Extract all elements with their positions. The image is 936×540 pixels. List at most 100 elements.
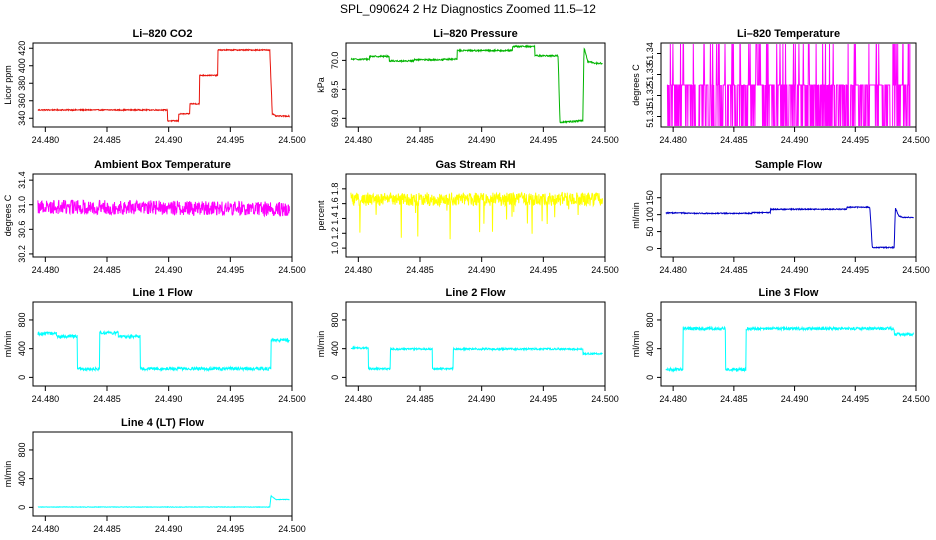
y-axis-label: ml/min — [631, 331, 641, 358]
x-tick-label: 24.480 — [659, 135, 687, 145]
chart-panel: Gas Stream RH 24.480 24.485 24.490 24.495 24.… — [316, 159, 619, 275]
x-tick-label: 24.485 — [720, 135, 748, 145]
y-tick-label: 800 — [330, 312, 340, 327]
series-line — [350, 44, 603, 124]
x-tick-label: 24.490 — [468, 394, 496, 404]
y-tick-label: 31.0 — [17, 196, 27, 214]
panel-title: Ambient Box Temperature — [94, 159, 231, 171]
y-axis-label: ml/min — [3, 331, 13, 358]
y-tick-label: 360 — [17, 93, 27, 108]
panel-title: Gas Stream RH — [435, 159, 515, 171]
y-tick-label: 1.6 — [330, 197, 340, 210]
x-tick-label: 24.495 — [842, 394, 870, 404]
y-tick-label: 31.4 — [17, 171, 27, 189]
plot-frame — [345, 173, 606, 258]
y-axis-label: ml/min — [631, 202, 641, 229]
y-tick-label: 100 — [645, 207, 655, 222]
x-tick-label: 24.480 — [659, 394, 687, 404]
y-axis-label: Licor ppm — [3, 65, 13, 105]
y-tick-label: 51.32 — [645, 84, 655, 107]
series-line — [37, 199, 290, 218]
series-line — [37, 329, 290, 373]
y-tick-label: 1.4 — [330, 212, 340, 225]
series-line — [666, 44, 911, 126]
x-tick-label: 24.495 — [217, 524, 245, 534]
plot-frame — [345, 42, 606, 128]
x-tick-label: 24.485 — [406, 265, 434, 275]
y-tick-label: 400 — [17, 341, 27, 356]
plot-frame — [345, 301, 606, 387]
y-axis-label: ml/min — [3, 461, 13, 488]
plot-frame — [32, 42, 293, 128]
plot-frame — [660, 301, 917, 387]
x-tick-label: 24.485 — [720, 265, 748, 275]
panel-title: Li–820 CO2 — [133, 28, 193, 40]
y-tick-label: 150 — [645, 190, 655, 205]
x-tick-label: 24.500 — [278, 394, 306, 404]
x-tick-label: 24.495 — [842, 135, 870, 145]
y-tick-label: 30.2 — [17, 245, 27, 263]
y-tick-label: 50 — [645, 227, 655, 237]
x-tick-label: 24.480 — [32, 265, 60, 275]
x-tick-label: 24.485 — [93, 265, 121, 275]
y-tick-label: 0 — [645, 246, 655, 251]
plot-frame — [660, 173, 917, 258]
y-tick-label: 400 — [17, 471, 27, 486]
x-tick-label: 24.485 — [406, 394, 434, 404]
x-tick-label: 24.490 — [781, 265, 809, 275]
y-tick-label: 69.5 — [330, 81, 340, 99]
y-axis-label: kPa — [316, 77, 326, 93]
y-tick-label: 0 — [330, 375, 340, 380]
chart-panel: Sample Flow 24.480 24.485 24.490 24.495 24.50… — [631, 159, 930, 275]
y-tick-label: 800 — [17, 442, 27, 457]
x-tick-label: 24.500 — [278, 135, 306, 145]
panel-title: Li–820 Pressure — [433, 28, 517, 40]
panel-title: Line 2 Flow — [446, 287, 506, 299]
chart-panel: Line 2 Flow 24.480 24.485 24.490 24.495 24.50… — [316, 287, 619, 404]
y-axis-label: degrees C — [3, 194, 13, 236]
panel-title: Line 3 Flow — [759, 287, 819, 299]
panel-title: Line 1 Flow — [133, 287, 193, 299]
y-tick-label: 1.2 — [330, 227, 340, 240]
x-tick-label: 24.500 — [902, 265, 930, 275]
series-line — [665, 325, 915, 373]
chart-panel: Li–820 Temperature 24.480 24.485 24.490 24.4… — [631, 28, 930, 145]
x-tick-label: 24.480 — [659, 265, 687, 275]
y-tick-label: 400 — [330, 341, 340, 356]
x-tick-label: 24.480 — [345, 265, 373, 275]
x-tick-label: 24.495 — [217, 265, 245, 275]
y-tick-label: 800 — [17, 312, 27, 327]
x-tick-label: 24.495 — [842, 265, 870, 275]
x-tick-label: 24.495 — [530, 394, 558, 404]
y-tick-label: 30.6 — [17, 221, 27, 239]
chart-panel: Line 1 Flow 24.480 24.485 24.490 24.495 24.50… — [3, 287, 306, 404]
y-tick-label: 1.8 — [330, 183, 340, 196]
series-line — [665, 205, 914, 250]
x-tick-label: 24.490 — [155, 265, 183, 275]
x-tick-label: 24.490 — [781, 394, 809, 404]
x-tick-label: 24.490 — [155, 135, 183, 145]
y-tick-label: 380 — [17, 76, 27, 91]
y-tick-label: 800 — [645, 312, 655, 327]
plot-frame — [32, 431, 293, 517]
x-tick-label: 24.490 — [155, 524, 183, 534]
panel-title: Sample Flow — [755, 159, 823, 171]
x-tick-label: 24.480 — [32, 524, 60, 534]
x-tick-label: 24.490 — [781, 135, 809, 145]
x-tick-label: 24.485 — [720, 394, 748, 404]
y-tick-label: 340 — [17, 111, 27, 126]
series-line — [350, 191, 603, 240]
y-tick-label: 400 — [17, 58, 27, 73]
chart-panel: Ambient Box Temperature 24.480 24.485 24.49… — [3, 159, 306, 275]
x-tick-label: 24.500 — [902, 135, 930, 145]
x-tick-label: 24.495 — [530, 135, 558, 145]
y-tick-label: 51.34 — [645, 42, 655, 65]
plot-frame — [32, 173, 293, 258]
x-tick-label: 24.495 — [530, 265, 558, 275]
chart-panel: Li–820 Pressure 24.480 24.485 24.490 24.495 2… — [316, 28, 619, 145]
y-tick-label: 1.0 — [330, 242, 340, 255]
chart-panel: Li–820 CO2 24.480 24.485 24.490 24.495 24.500… — [3, 28, 306, 145]
series-line — [350, 345, 603, 372]
x-tick-label: 24.485 — [93, 524, 121, 534]
